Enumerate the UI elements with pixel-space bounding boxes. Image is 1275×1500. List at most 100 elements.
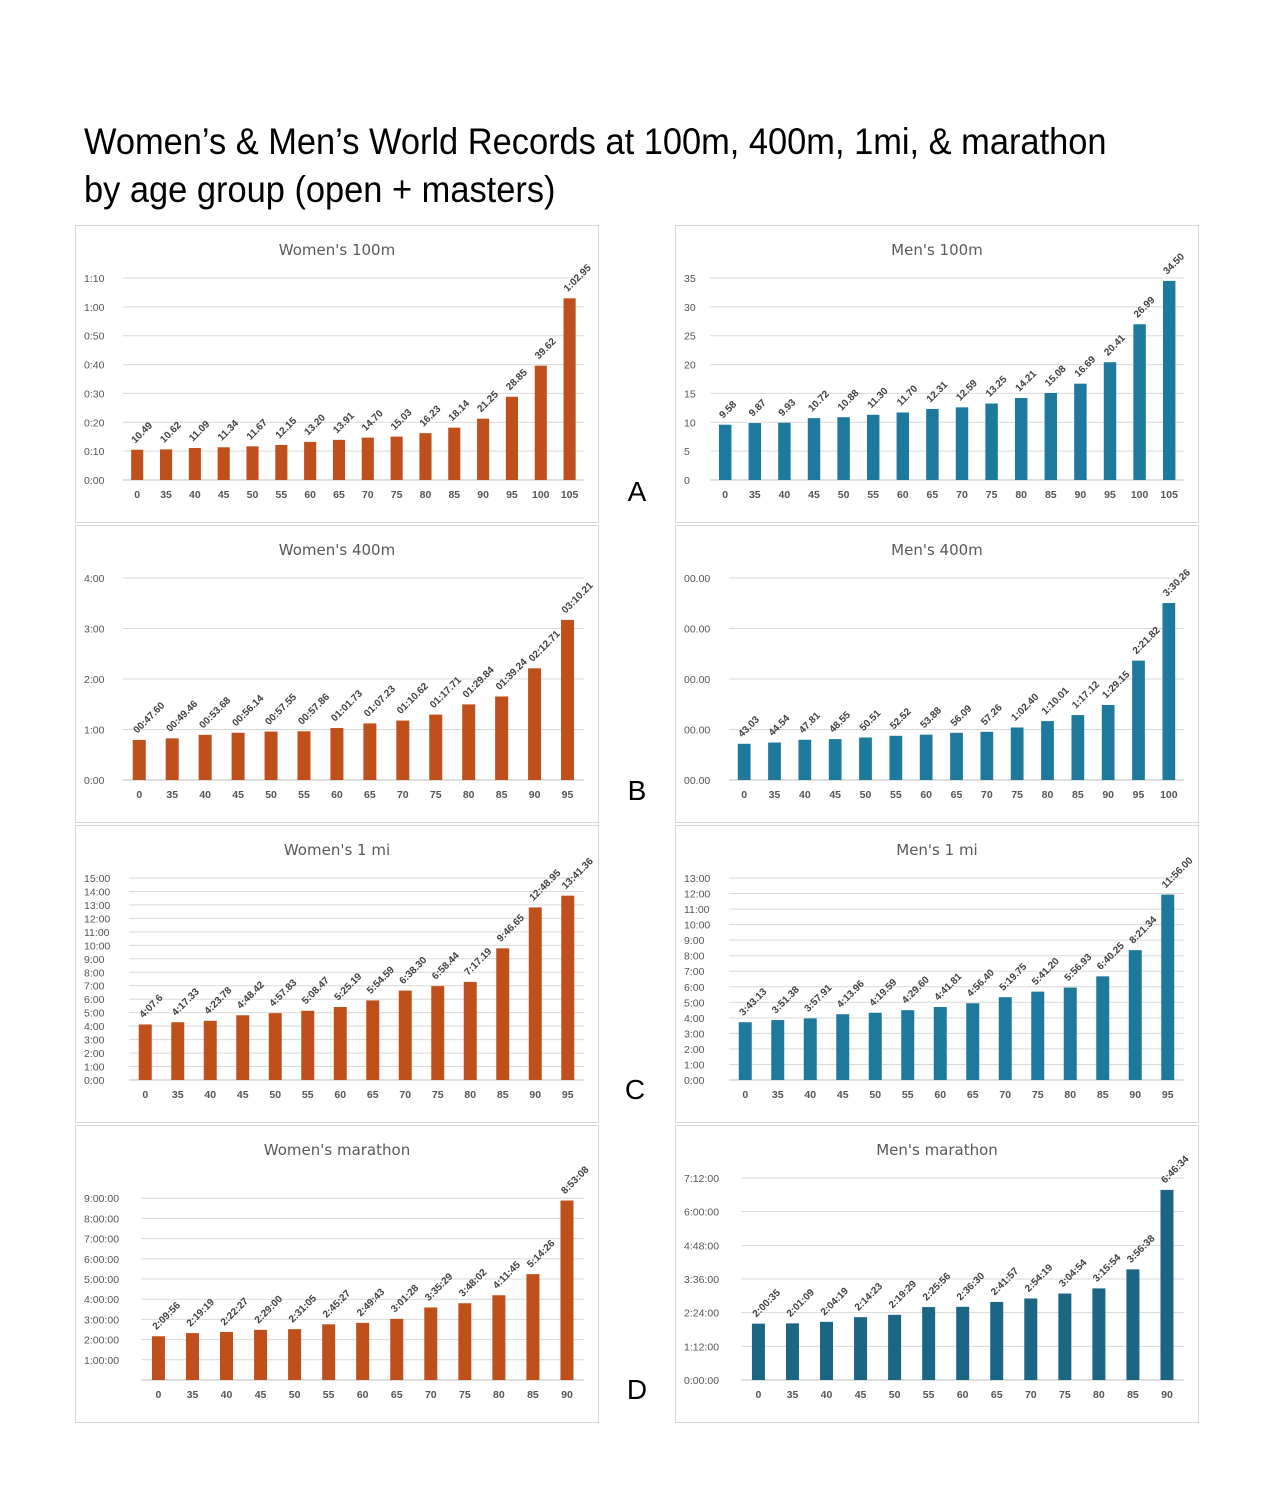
x-tick-label: 60: [334, 1089, 346, 1101]
bar: [131, 449, 144, 480]
y-tick-label: 00.00: [684, 775, 710, 787]
x-tick-label: 90: [561, 1389, 573, 1401]
x-tick-label: 80: [1093, 1389, 1105, 1401]
data-label: 10.62: [158, 420, 184, 446]
x-tick-label: 50: [860, 789, 872, 801]
y-tick-label: 00.00: [684, 674, 710, 686]
y-tick-label: 0:30: [84, 388, 105, 400]
panel-mens-100m: Men's 100m 0 5 10 15 20 25 30 35 0 9.58 35 9.87 40 9.9…: [675, 225, 1199, 523]
x-tick-label: 85: [1127, 1389, 1139, 1401]
y-tick-label: 2:00: [84, 1048, 105, 1060]
x-tick-label: 90: [477, 489, 489, 501]
data-label: 10.49: [130, 420, 156, 446]
bar: [990, 1301, 1004, 1380]
data-label: 2:01:09: [785, 1287, 817, 1319]
figure-title-line-2: by age group (open + masters): [84, 169, 556, 210]
data-label: 56.09: [949, 703, 975, 729]
y-tick-label: 00.00: [684, 624, 710, 636]
bar: [1041, 721, 1054, 780]
figure-title: Women’s & Men’s World Records at 100m, 4…: [84, 118, 1107, 214]
x-tick-label: 75: [1059, 1389, 1071, 1401]
x-tick-label: 60: [957, 1389, 969, 1401]
bar: [561, 895, 575, 1080]
y-tick-label: 13:00: [684, 873, 710, 885]
y-tick-label: 0:40: [84, 360, 105, 372]
data-label: 3:30.26: [1161, 567, 1193, 599]
x-tick-label: 35: [187, 1389, 199, 1401]
data-label: 03:10.21: [560, 580, 596, 616]
y-tick-label: 10:00: [684, 920, 710, 932]
data-label: 4:07.6: [138, 992, 166, 1020]
y-tick-label: 25: [684, 331, 696, 343]
x-tick-label: 40: [204, 1089, 216, 1101]
bar: [301, 1010, 315, 1080]
x-tick-label: 40: [804, 1089, 816, 1101]
data-label: 4:11:45: [491, 1259, 523, 1291]
x-tick-label: 105: [1160, 489, 1178, 501]
bar: [185, 1333, 199, 1380]
bar: [785, 1323, 799, 1380]
data-label: 00:47.60: [132, 700, 168, 736]
bar: [363, 723, 377, 780]
x-tick-label: 85: [1045, 489, 1057, 501]
bar: [836, 1014, 850, 1080]
data-label: 6:58.44: [430, 950, 462, 982]
bar: [966, 1003, 980, 1080]
y-tick-label: 11:00: [84, 927, 110, 939]
data-label: 39.62: [533, 336, 559, 362]
y-tick-label: 8:00: [684, 951, 705, 963]
bar: [165, 738, 179, 780]
y-tick-label: 9:00:00: [84, 1193, 119, 1205]
bar: [528, 907, 542, 1080]
y-tick-label: 13:00: [84, 900, 110, 912]
data-label: 01:10.62: [395, 681, 431, 717]
x-tick-label: 95: [562, 1089, 574, 1101]
x-tick-label: 55: [902, 1089, 914, 1101]
y-tick-label: 8:00:00: [84, 1213, 119, 1225]
x-tick-label: 100: [1160, 789, 1178, 801]
chart-title: Women's 100m: [279, 241, 395, 259]
x-tick-label: 85: [527, 1389, 539, 1401]
data-label: 7:17.19: [463, 946, 495, 978]
y-tick-label: 12:00: [684, 889, 710, 901]
bar: [526, 1274, 540, 1380]
x-tick-label: 55: [323, 1389, 335, 1401]
data-label: 12.15: [274, 415, 300, 441]
data-label: 4:13.96: [835, 978, 867, 1010]
bar: [356, 1322, 370, 1380]
x-tick-label: 65: [391, 1389, 403, 1401]
bar: [275, 444, 288, 480]
x-tick-label: 60: [357, 1389, 369, 1401]
data-label: 52.52: [888, 706, 914, 732]
data-label: 13.91: [331, 410, 357, 436]
chart-title: Men's 1 mi: [896, 841, 977, 859]
data-label: 18.14: [447, 398, 473, 424]
data-label: 34.50: [1162, 251, 1188, 277]
bar: [322, 1324, 336, 1380]
data-label: 53.88: [919, 705, 945, 731]
x-tick-label: 95: [1162, 1089, 1174, 1101]
data-label: 15.08: [1043, 363, 1069, 389]
y-tick-label: 3:00:00: [84, 1314, 119, 1326]
y-tick-label: 1:12:00: [684, 1341, 719, 1353]
data-label: 3:48:02: [457, 1267, 489, 1299]
data-label: 3:15:54: [1091, 1252, 1123, 1284]
data-label: 01:17.71: [428, 675, 464, 711]
data-label: 48.55: [828, 709, 854, 735]
data-label: 11.70: [895, 383, 920, 408]
bar: [1126, 1269, 1140, 1380]
y-tick-label: 11:00: [684, 904, 710, 916]
x-tick-label: 85: [1097, 1089, 1109, 1101]
x-tick-label: 75: [1011, 789, 1023, 801]
y-tick-label: 5:00: [684, 997, 705, 1009]
y-tick-label: 2:00:00: [84, 1335, 119, 1347]
x-tick-label: 100: [1131, 489, 1149, 501]
bar: [1092, 1288, 1106, 1380]
data-label: 11.67: [245, 417, 270, 442]
y-tick-label: 1:00: [84, 1062, 105, 1074]
data-label: 1:17.12: [1070, 679, 1102, 711]
x-tick-label: 65: [927, 489, 939, 501]
bar: [1161, 894, 1175, 1080]
x-tick-label: 75: [430, 789, 442, 801]
data-label: 57.26: [979, 702, 1005, 728]
